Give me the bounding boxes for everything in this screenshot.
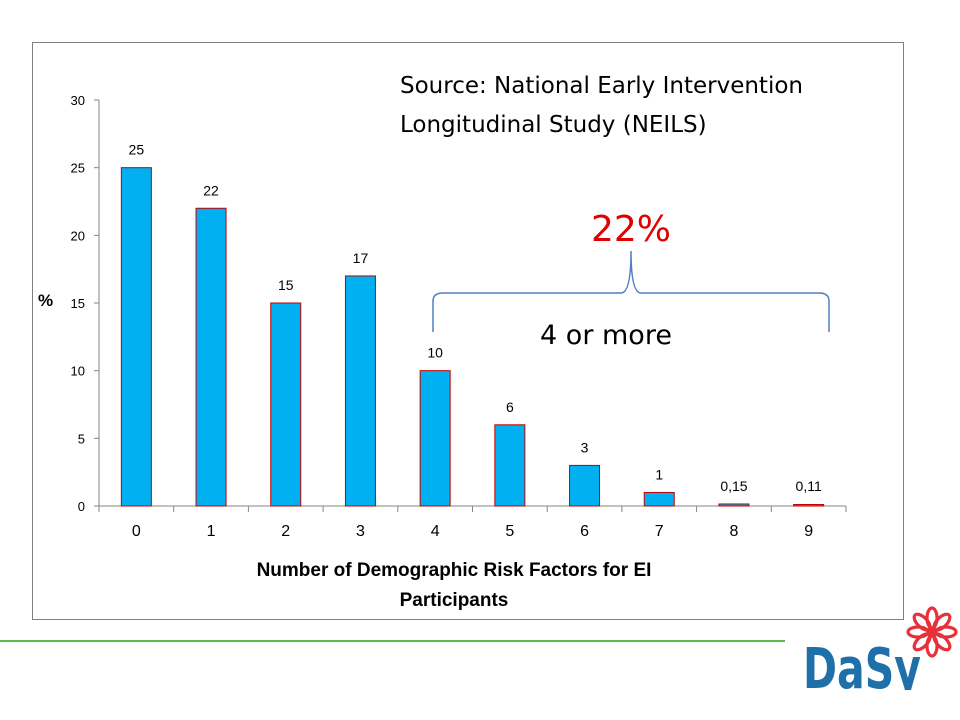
x-tick-label: 3 xyxy=(356,523,365,540)
brace-label: 4 or more xyxy=(540,320,672,351)
x-axis-label-line2: Participants xyxy=(400,590,509,611)
logo-text: DaSy xyxy=(803,637,921,690)
y-tick-label: 15 xyxy=(71,296,85,311)
chart-axes: 0 5 10 15 20 25 30 0 1 2 3 4 5 6 7 8 9 xyxy=(71,93,847,540)
x-axis-label-line1: Number of Demographic Risk Factors for E… xyxy=(257,560,652,581)
y-tick-label: 0 xyxy=(78,499,85,514)
bar xyxy=(569,464,601,507)
bar xyxy=(270,302,302,507)
data-label: 0,11 xyxy=(796,478,822,494)
bar-chart: 0 5 10 15 20 25 30 0 1 2 3 4 5 6 7 8 9 25 22 15 17 10 6 3 1 0,15… xyxy=(38,73,847,611)
chart-data-labels: 25 22 15 17 10 6 3 1 0,15 0,11 xyxy=(129,142,822,494)
y-tick-label: 5 xyxy=(78,431,85,446)
data-label: 0,15 xyxy=(720,478,747,494)
x-tick-label: 5 xyxy=(505,523,514,540)
bar xyxy=(718,503,750,507)
source-text-line2: Longitudinal Study (NEILS) xyxy=(400,112,707,138)
x-tick-label: 4 xyxy=(431,523,440,540)
y-tick-label: 20 xyxy=(71,228,85,243)
y-tick-label: 25 xyxy=(71,161,85,176)
flower-icon xyxy=(906,606,958,658)
x-tick-label: 2 xyxy=(281,523,290,540)
data-label: 10 xyxy=(427,345,443,361)
x-tick-label: 7 xyxy=(655,523,664,540)
chart-frame: 0 5 10 15 20 25 30 0 1 2 3 4 5 6 7 8 9 25 22 15 17 10 6 3 1 0,15… xyxy=(32,42,904,620)
x-tick-label: 1 xyxy=(207,523,216,540)
x-tick-label: 9 xyxy=(804,523,813,540)
data-label: 17 xyxy=(353,250,369,266)
y-axis-label: % xyxy=(38,291,53,310)
y-tick-label: 30 xyxy=(71,93,85,108)
y-tick-label: 10 xyxy=(71,364,85,379)
data-label: 15 xyxy=(278,277,294,293)
x-tick-label: 8 xyxy=(729,523,738,540)
data-label: 3 xyxy=(581,439,589,455)
curly-brace xyxy=(432,250,830,332)
bar xyxy=(793,504,825,507)
footer-divider xyxy=(0,640,785,642)
dasy-logo: DaSy xyxy=(803,606,958,690)
source-text-line1: Source: National Early Intervention xyxy=(400,73,803,99)
chart-bars xyxy=(120,167,825,507)
data-label: 1 xyxy=(655,466,663,482)
x-tick-label: 0 xyxy=(132,523,141,540)
x-tick-label: 6 xyxy=(580,523,589,540)
percent-annotation: 22% xyxy=(591,209,671,250)
data-label: 25 xyxy=(129,142,145,158)
bar xyxy=(120,167,152,507)
bar xyxy=(344,275,376,507)
data-label: 6 xyxy=(506,399,514,415)
data-label: 22 xyxy=(203,182,219,198)
bar xyxy=(419,370,451,507)
bar xyxy=(195,207,227,507)
bar xyxy=(643,491,675,507)
bar xyxy=(494,424,526,507)
